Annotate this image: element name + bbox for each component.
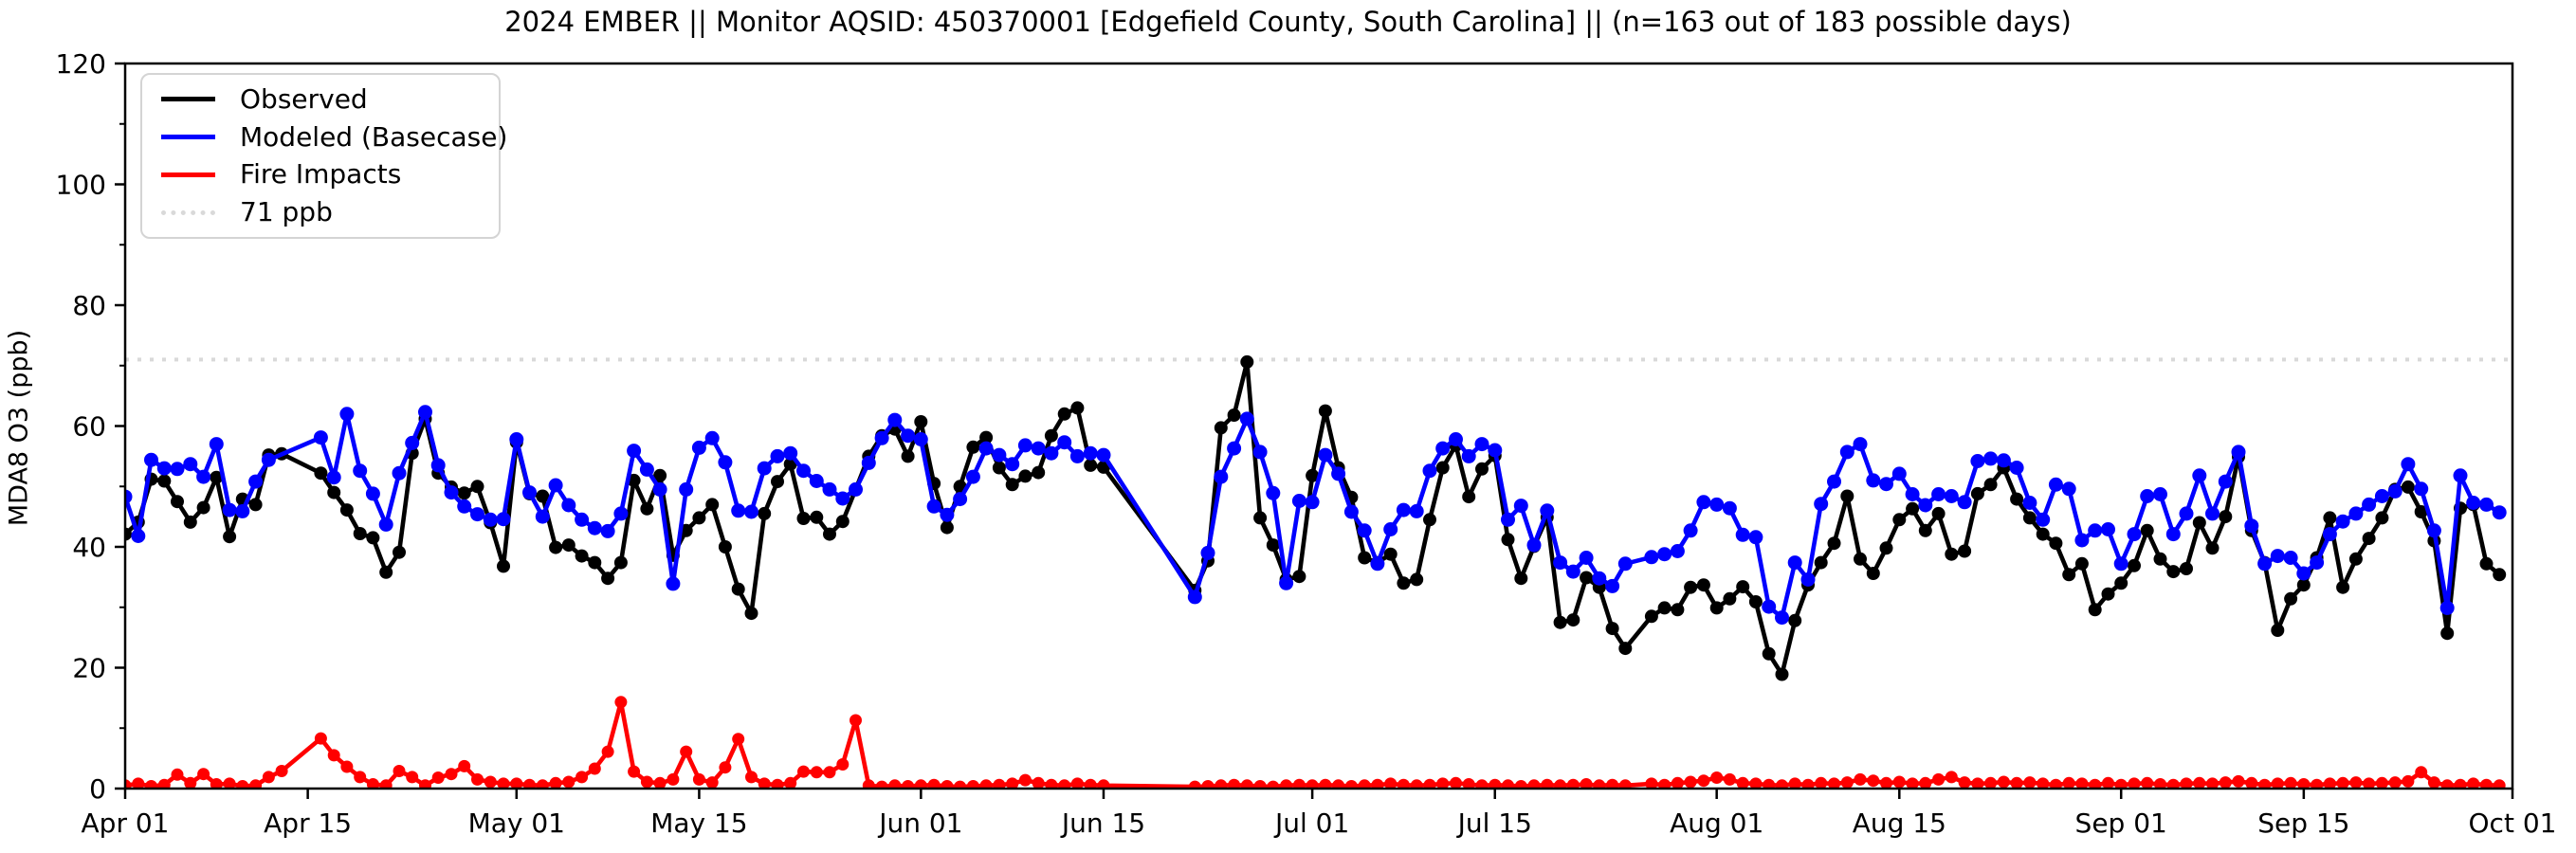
observed-line-swatch [161, 97, 215, 102]
x-tick-label: Jun 15 [1060, 808, 1145, 839]
legend-label: Observed [240, 82, 368, 115]
legend-item-observed: Observed [161, 81, 499, 118]
x-tick-label: Jun 01 [877, 808, 962, 839]
x-tick-label: Sep 01 [2075, 808, 2167, 839]
y-tick-label: 60 [72, 411, 106, 443]
legend-label: Fire Impacts [240, 158, 402, 191]
chart-title: 2024 EMBER || Monitor AQSID: 450370001 [… [504, 6, 2072, 38]
y-tick-label: 100 [56, 170, 106, 201]
series-modeled-basecase- [125, 405, 2507, 626]
legend-item-fire: Fire Impacts [161, 156, 499, 194]
series-fire-impacts [125, 696, 2506, 789]
x-tick-label: Aug 15 [1853, 808, 1946, 839]
x-tick-label: Oct 01 [2469, 808, 2557, 839]
x-tick-label: Apr 01 [82, 808, 170, 839]
y-tick-label: 20 [72, 653, 106, 684]
x-tick-label: Jul 01 [1273, 808, 1349, 839]
legend-label: Modeled (Basecase) [240, 120, 508, 153]
legend: Observed Modeled (Basecase) Fire Impacts… [140, 73, 507, 239]
legend-item-modeled: Modeled (Basecase) [161, 118, 507, 156]
fire-line-swatch [161, 172, 215, 177]
x-tick-label: Sep 15 [2257, 808, 2349, 839]
x-tick-label: May 15 [650, 808, 747, 839]
y-tick-label: 120 [56, 48, 106, 80]
x-tick-label: Apr 15 [264, 808, 352, 839]
legend-item-threshold: 71 ppb [161, 193, 499, 231]
x-tick-label: May 01 [468, 808, 565, 839]
y-tick-label: 80 [72, 290, 106, 321]
x-tick-label: Aug 01 [1670, 808, 1763, 839]
y-tick-label: 0 [89, 773, 106, 805]
modeled-line-swatch [161, 135, 215, 140]
x-tick-label: Jul 15 [1456, 808, 1532, 839]
threshold-line-swatch [161, 209, 215, 215]
y-tick-label: 40 [72, 532, 106, 563]
legend-label: 71 ppb [240, 196, 333, 228]
